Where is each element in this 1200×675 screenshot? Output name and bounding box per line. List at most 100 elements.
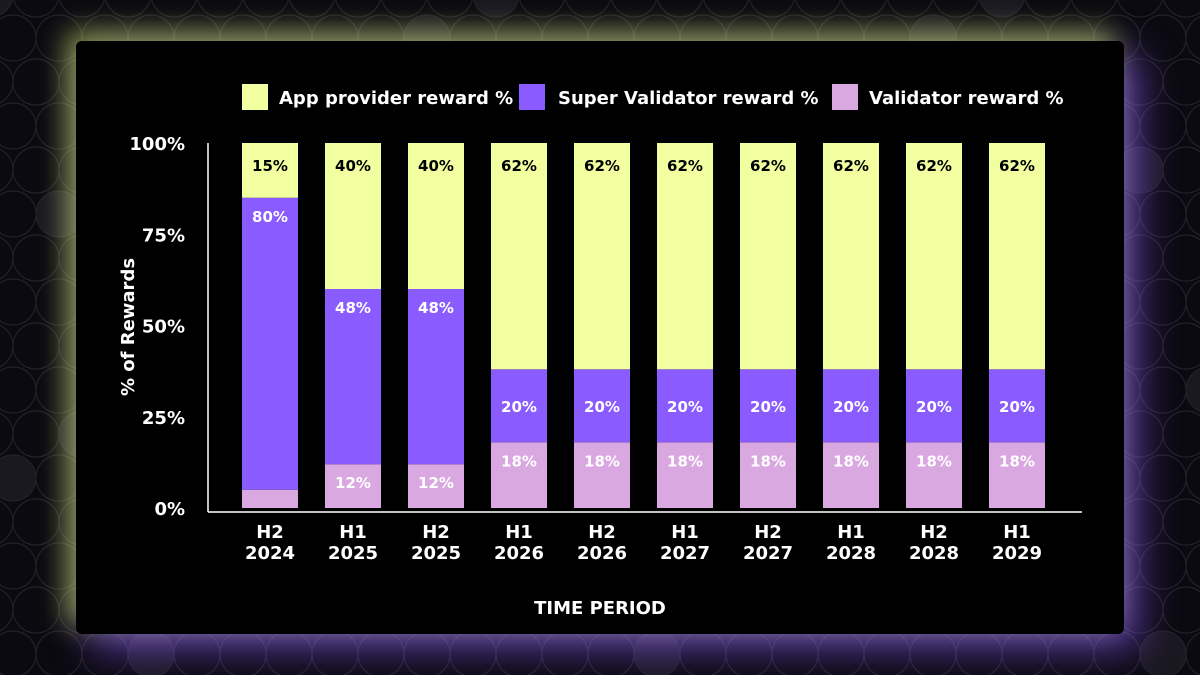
background-circle bbox=[1162, 234, 1200, 282]
background-circle bbox=[1185, 280, 1200, 324]
background-circle bbox=[0, 412, 14, 456]
y-axis-title: % of Rewards bbox=[118, 258, 139, 396]
data-label-app-provider: 62% bbox=[750, 157, 786, 175]
x-tick-label: H2 2025 bbox=[411, 522, 461, 564]
background-circle bbox=[679, 630, 727, 675]
background-circle bbox=[1117, 0, 1163, 18]
bar-segment-app-provider bbox=[989, 143, 1045, 370]
x-axis-ticks: H2 2024 H1 2025 H2 2025 H1 2026 H2 2026 H1 2027 H2 20… bbox=[245, 522, 1042, 564]
background-circle bbox=[1139, 630, 1187, 675]
background-circle bbox=[12, 234, 60, 282]
background-circle bbox=[1162, 498, 1200, 546]
background-circle bbox=[289, 0, 335, 18]
bar-segment-super-validator bbox=[491, 369, 547, 443]
legend-swatch-app-provider bbox=[242, 84, 268, 110]
bar-segment-validator bbox=[740, 442, 796, 508]
data-label-app-provider: 62% bbox=[584, 157, 620, 175]
bar-segment-super-validator bbox=[408, 289, 464, 465]
data-label-app-provider: 40% bbox=[418, 157, 454, 175]
x-tick-label: H1 2025 bbox=[328, 522, 378, 564]
background-circle bbox=[795, 0, 841, 18]
bar-segment-app-provider bbox=[491, 143, 547, 370]
data-label-app-provider: 62% bbox=[916, 157, 952, 175]
data-label-super-validator: 20% bbox=[750, 398, 786, 416]
data-label-super-validator: 48% bbox=[335, 299, 371, 317]
bar-segment-validator bbox=[657, 442, 713, 508]
background-circle bbox=[1162, 586, 1200, 634]
background-circle bbox=[0, 60, 14, 104]
bar-segment-app-provider bbox=[823, 143, 879, 370]
data-label-super-validator: 48% bbox=[418, 299, 454, 317]
background-circle bbox=[12, 322, 60, 370]
data-label-super-validator: 20% bbox=[833, 398, 869, 416]
background-circle bbox=[909, 630, 957, 675]
bar-segment-super-validator bbox=[740, 369, 796, 443]
background-circle bbox=[1162, 146, 1200, 194]
x-tick-label: H2 2027 bbox=[743, 522, 793, 564]
background-circle bbox=[633, 630, 681, 675]
legend-swatch-super-validator bbox=[519, 84, 545, 110]
background-circle bbox=[0, 102, 37, 150]
background-circle bbox=[105, 0, 151, 18]
bar-segment-super-validator bbox=[906, 369, 962, 443]
background-circle bbox=[449, 630, 497, 675]
y-tick-label: 0% bbox=[154, 499, 185, 520]
background-circle bbox=[243, 0, 289, 18]
data-label-app-provider: 62% bbox=[501, 157, 537, 175]
background-circle bbox=[1139, 542, 1187, 590]
bar-segment-app-provider bbox=[242, 143, 298, 198]
background-circle bbox=[335, 0, 381, 18]
bar-segment-validator bbox=[823, 442, 879, 508]
background-circle bbox=[403, 630, 451, 675]
background-circle bbox=[841, 0, 887, 18]
background-circle bbox=[1185, 192, 1200, 236]
background-circle bbox=[611, 0, 657, 18]
background-circle bbox=[817, 630, 865, 675]
bar-segment-app-provider bbox=[657, 143, 713, 370]
y-tick-label: 50% bbox=[142, 317, 185, 338]
background-circle bbox=[1185, 104, 1200, 148]
background-circle bbox=[0, 500, 14, 544]
chart-panel: App provider reward % Super Validator re… bbox=[76, 41, 1124, 634]
background-circle bbox=[587, 630, 635, 675]
bar-segment-app-provider bbox=[325, 143, 381, 289]
data-label-super-validator: 20% bbox=[501, 398, 537, 416]
y-tick-label: 75% bbox=[142, 225, 185, 246]
data-label-super-validator: 20% bbox=[584, 398, 620, 416]
x-tick-label: H1 2028 bbox=[826, 522, 876, 564]
bar-segment-validator bbox=[989, 442, 1045, 508]
background-circle bbox=[427, 0, 473, 18]
background-circle bbox=[59, 0, 105, 18]
background-circle bbox=[0, 0, 13, 16]
y-tick-label: 100% bbox=[129, 134, 185, 155]
background-circle bbox=[565, 0, 611, 18]
bar-segment-validator bbox=[408, 464, 464, 508]
y-axis-ticks: 0% 25% 50% 75% 100% bbox=[129, 134, 185, 520]
background-circle bbox=[749, 0, 795, 18]
y-tick-label: 25% bbox=[142, 408, 185, 429]
bar-segment-super-validator bbox=[242, 197, 298, 490]
background-circle bbox=[887, 0, 933, 18]
data-label-app-provider: 15% bbox=[252, 157, 288, 175]
background-circle bbox=[541, 630, 589, 675]
background-circle bbox=[12, 58, 60, 106]
background-circle bbox=[197, 0, 243, 18]
background-circle bbox=[1139, 14, 1187, 62]
background-circle bbox=[519, 0, 565, 18]
background-circle bbox=[1093, 630, 1141, 675]
background-circle bbox=[311, 630, 359, 675]
background-circle bbox=[863, 630, 911, 675]
data-label-app-provider: 40% bbox=[335, 157, 371, 175]
x-tick-label: H2 2028 bbox=[909, 522, 959, 564]
bar-segment-app-provider bbox=[408, 143, 464, 289]
background-circle bbox=[0, 366, 37, 414]
x-tick-label: H1 2026 bbox=[494, 522, 544, 564]
legend-swatch-validator bbox=[832, 84, 858, 110]
background-circle bbox=[357, 630, 405, 675]
background-circle bbox=[1185, 368, 1200, 412]
background-circle bbox=[0, 148, 14, 192]
background-circle bbox=[0, 236, 14, 280]
background-circle bbox=[657, 0, 703, 18]
data-label-app-provider: 62% bbox=[999, 157, 1035, 175]
background-circle bbox=[703, 0, 749, 18]
